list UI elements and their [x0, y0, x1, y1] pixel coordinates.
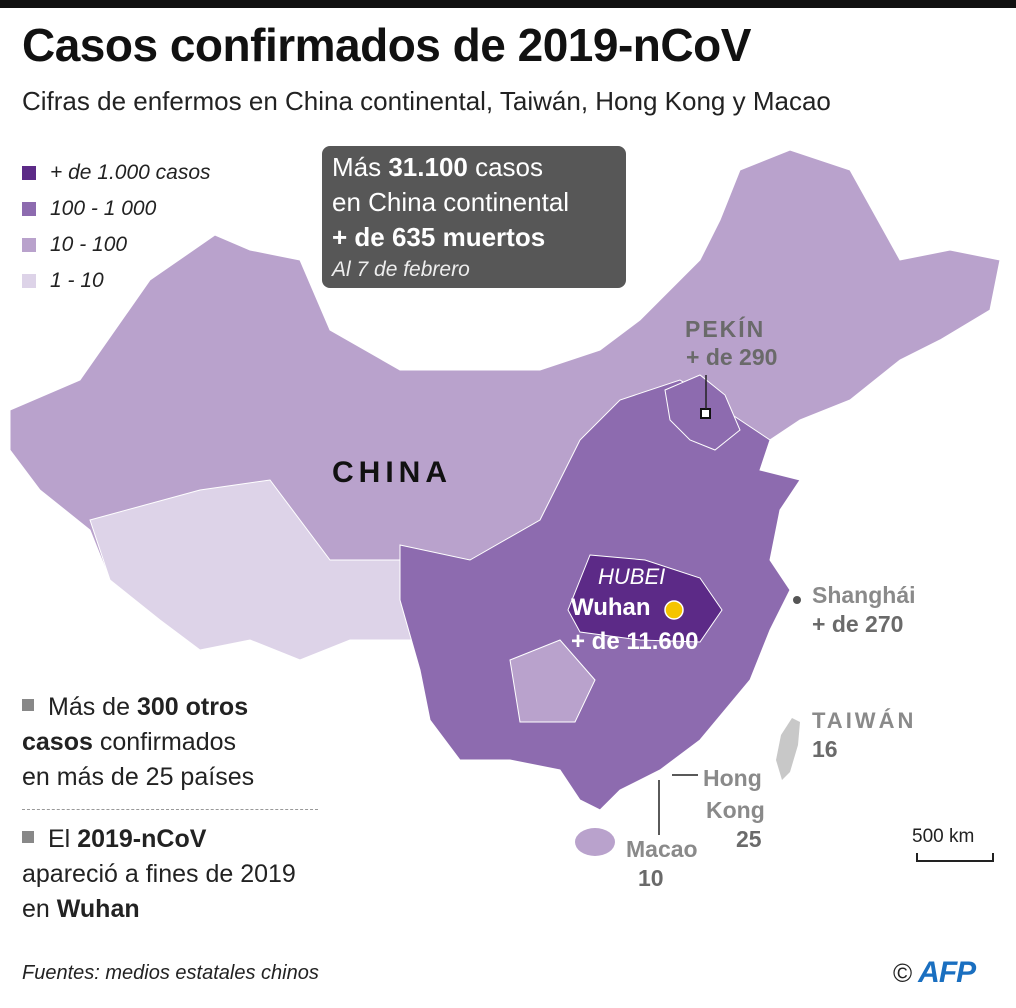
pekin-cases: + de 290	[686, 344, 778, 370]
shanghai-dot	[793, 596, 801, 604]
taiwan	[776, 718, 800, 780]
label-hubei: HUBEI	[598, 564, 666, 589]
summary-text: casos	[467, 152, 544, 182]
total-cases: 31.100	[388, 152, 468, 182]
note-origin: El 2019-nCoV apareció a fines de 2019 en…	[22, 822, 296, 927]
wuhan-dot	[664, 600, 684, 620]
label-wuhan: Wuhan	[571, 594, 651, 621]
legend-label: 1 - 10	[50, 269, 104, 292]
legend-label: + de 1.000 casos	[50, 161, 211, 184]
copyright-icon: ©	[893, 958, 913, 988]
note-text: El	[48, 825, 78, 853]
summary-text: Más	[332, 152, 389, 182]
label-taiwan: TAIWÁN	[812, 708, 917, 733]
bullet-icon	[22, 831, 34, 844]
hainan	[575, 828, 615, 856]
note-text: en	[22, 895, 57, 923]
legend-item: 10 - 100	[22, 227, 211, 263]
deaths: + de 635 muertos	[332, 222, 546, 252]
region-hubei	[567, 554, 723, 643]
divider	[22, 809, 318, 810]
label-hongkong-1: Hong	[703, 765, 762, 791]
region-tibet-1-10	[89, 479, 421, 661]
credit: © AFP	[893, 956, 976, 990]
subtitle: Cifras de enfermos en China continental,…	[22, 86, 831, 116]
legend-label: 10 - 100	[50, 233, 128, 256]
summary-box: Más 31.100 casos en China continental + …	[322, 146, 626, 288]
legend-swatch	[22, 166, 36, 180]
region-guizhou-10-100	[509, 639, 596, 723]
top-bar	[0, 0, 1016, 8]
note-text: confirmados	[92, 728, 237, 756]
taiwan-cases: 16	[812, 736, 838, 762]
legend: + de 1.000 casos 100 - 1 000 10 - 100 1 …	[22, 155, 211, 299]
note-text: en más de 25 países	[22, 763, 255, 791]
hongkong-cases: 25	[736, 826, 762, 852]
macao-cases: 10	[638, 865, 664, 891]
legend-swatch	[22, 274, 36, 288]
date: Al 7 de febrero	[332, 258, 470, 281]
beijing-marker	[700, 408, 711, 419]
note-text: 2019-nCoV	[77, 825, 207, 853]
legend-item: 1 - 10	[22, 263, 211, 299]
note-text: Más de	[48, 693, 137, 721]
bullet-icon	[22, 699, 34, 712]
wuhan-cases: + de 11.600	[571, 628, 699, 655]
summary-text: en China continental	[332, 187, 570, 217]
note-other-countries: Más de 300 otros casos confirmados en má…	[22, 690, 254, 795]
legend-swatch	[22, 202, 36, 216]
page-title: Casos confirmados de 2019-nCoV	[22, 19, 751, 71]
note-text: Wuhan	[56, 895, 140, 923]
scale-label: 500 km	[912, 826, 975, 847]
legend-item: + de 1.000 casos	[22, 155, 211, 191]
note-text: casos	[22, 728, 93, 756]
note-text: apareció a fines de 2019	[22, 860, 296, 888]
afp-logo: AFP	[918, 956, 976, 989]
label-pekin: PEKÍN	[685, 316, 766, 342]
scale-bar	[916, 853, 994, 862]
label-china: CHINA	[332, 456, 452, 489]
note-text: 300 otros	[136, 693, 249, 721]
source: Fuentes: medios estatales chinos	[22, 962, 319, 984]
legend-label: 100 - 1 000	[50, 197, 157, 220]
label-hongkong-2: Kong	[706, 797, 765, 823]
label-macao: Macao	[626, 836, 698, 862]
legend-swatch	[22, 238, 36, 252]
label-shanghai: Shanghái	[812, 582, 916, 608]
shanghai-cases: + de 270	[812, 611, 904, 637]
legend-item: 100 - 1 000	[22, 191, 211, 227]
